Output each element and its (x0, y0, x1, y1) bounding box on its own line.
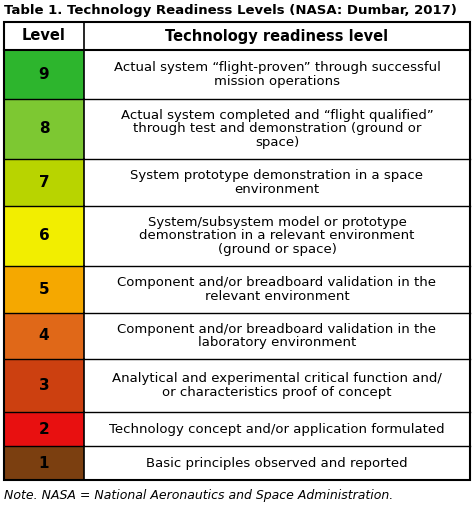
Bar (4, 412, 84, 446)
Text: System prototype demonstration in a space: System prototype demonstration in a spac… (130, 169, 423, 182)
Text: Component and/or breadboard validation in the: Component and/or breadboard validation i… (118, 276, 437, 289)
Bar (4, 266, 84, 313)
Bar (4, 99, 84, 159)
Text: or characteristics proof of concept: or characteristics proof of concept (162, 386, 392, 399)
Bar (84, 159, 470, 206)
Bar (4, 359, 84, 412)
Text: environment: environment (235, 183, 319, 196)
Text: demonstration in a relevant environment: demonstration in a relevant environment (139, 229, 415, 242)
Text: Actual system “flight-proven” through successful: Actual system “flight-proven” through su… (114, 61, 440, 74)
Text: Component and/or breadboard validation in the: Component and/or breadboard validation i… (118, 323, 437, 336)
Text: space): space) (255, 136, 299, 149)
Bar (4, 313, 84, 359)
Bar (4, 159, 84, 206)
Bar (4, 446, 84, 480)
Text: Technology concept and/or application formulated: Technology concept and/or application fo… (109, 423, 445, 436)
Text: laboratory environment: laboratory environment (198, 336, 356, 349)
Bar (84, 446, 470, 480)
Text: 4: 4 (39, 329, 49, 344)
Bar (84, 313, 470, 359)
Text: Level: Level (22, 29, 66, 44)
Bar (84, 412, 470, 446)
Text: through test and demonstration (ground or: through test and demonstration (ground o… (133, 122, 421, 135)
Bar (4, 22, 470, 50)
Text: (ground or space): (ground or space) (218, 243, 337, 256)
Text: Technology readiness level: Technology readiness level (165, 29, 389, 44)
Bar (84, 50, 470, 99)
Text: 2: 2 (38, 422, 49, 437)
Bar (4, 22, 470, 480)
Bar (84, 359, 470, 412)
Text: 8: 8 (39, 121, 49, 136)
Text: relevant environment: relevant environment (205, 290, 349, 303)
Text: Actual system completed and “flight qualified”: Actual system completed and “flight qual… (120, 109, 433, 122)
Text: 9: 9 (39, 67, 49, 82)
Bar (84, 266, 470, 313)
Text: System/subsystem model or prototype: System/subsystem model or prototype (147, 216, 406, 229)
Text: Note. NASA = National Aeronautics and Space Administration.: Note. NASA = National Aeronautics and Sp… (4, 489, 393, 502)
Bar (84, 99, 470, 159)
Bar (4, 50, 84, 99)
Text: Analytical and experimental critical function and/: Analytical and experimental critical fun… (112, 373, 442, 386)
Text: 7: 7 (39, 175, 49, 190)
Text: 6: 6 (38, 228, 49, 243)
Bar (4, 206, 84, 266)
Text: Basic principles observed and reported: Basic principles observed and reported (146, 457, 408, 470)
Bar (84, 206, 470, 266)
Text: 1: 1 (39, 456, 49, 471)
Text: 5: 5 (39, 282, 49, 297)
Text: mission operations: mission operations (214, 75, 340, 88)
Text: 3: 3 (39, 378, 49, 393)
Text: Table 1. Technology Readiness Levels (NASA: Dumbar, 2017): Table 1. Technology Readiness Levels (NA… (4, 4, 457, 17)
